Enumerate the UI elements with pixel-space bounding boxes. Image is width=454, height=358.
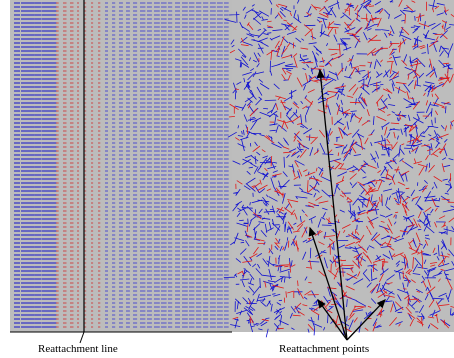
- right-streak-field: [223, 0, 454, 338]
- arrow-to-point-3: [317, 298, 348, 341]
- vector-band-1: [14, 2, 57, 328]
- vector-band-3: [105, 2, 229, 328]
- reattachment-points-label: Reattachment points: [279, 343, 370, 355]
- arrow-to-point-1: [316, 68, 348, 341]
- arrow-to-point-4: [346, 299, 386, 341]
- left-vector-field: [14, 2, 229, 328]
- left-panel-background: [10, 0, 232, 332]
- left-leader-line: [79, 331, 85, 344]
- reattachment-line-label: Reattachment line: [38, 343, 118, 355]
- vector-band-2: [56, 2, 101, 328]
- blue-streaks: [223, 0, 454, 338]
- arrow-to-point-2: [308, 226, 348, 341]
- red-streaks: [228, 0, 454, 333]
- right-panel-background: [232, 0, 454, 332]
